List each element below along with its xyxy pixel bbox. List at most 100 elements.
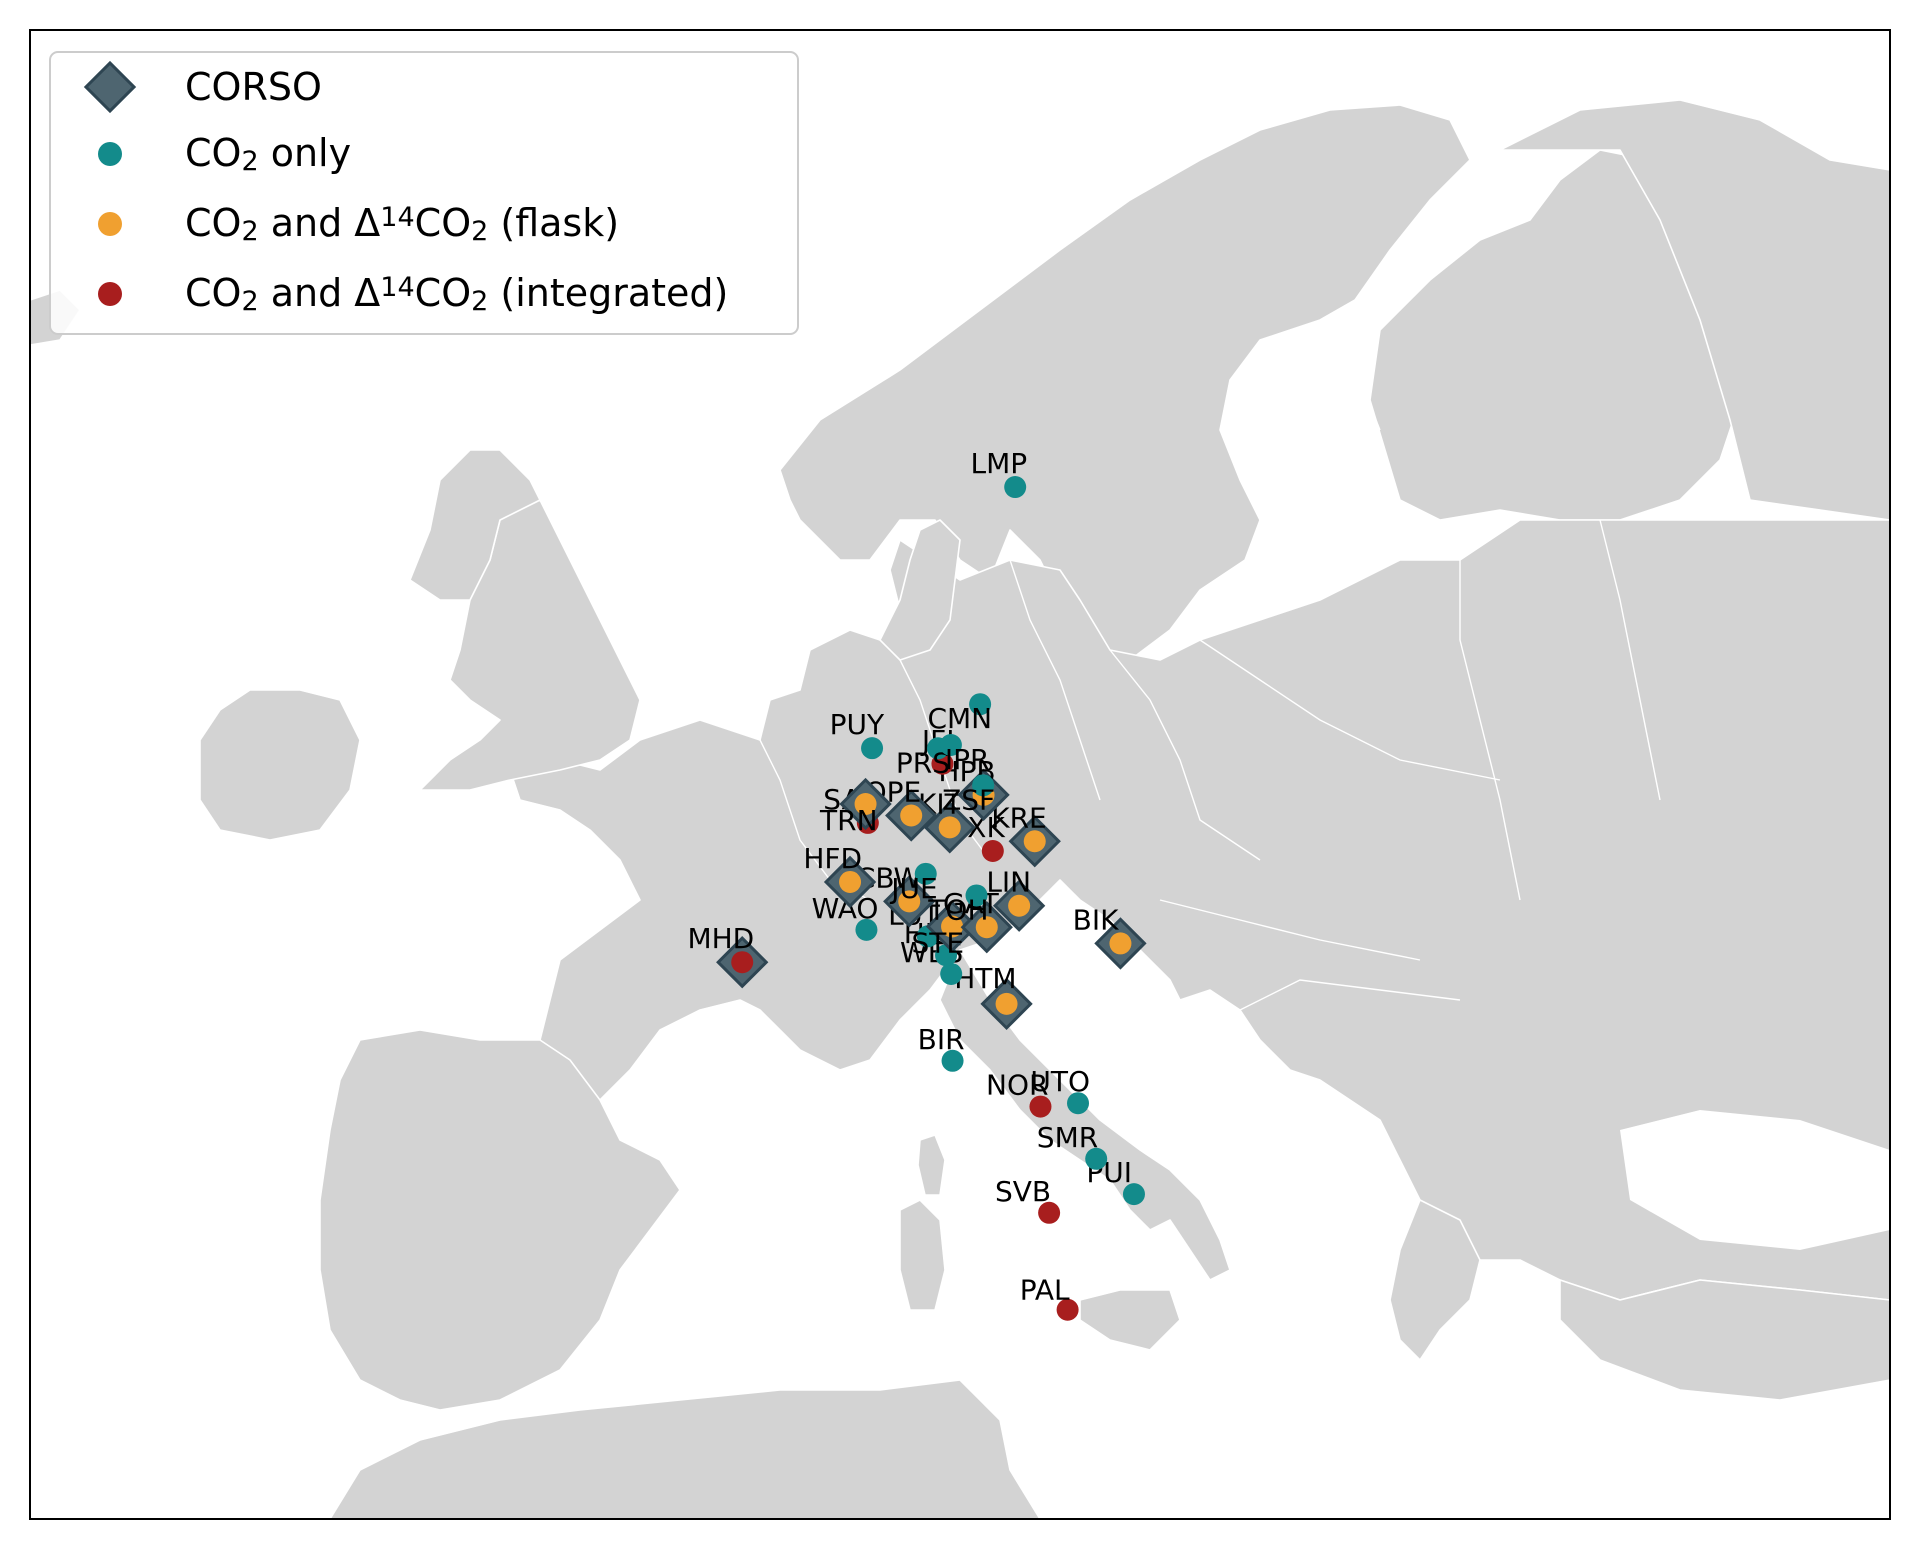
station-label: NOR — [986, 1069, 1048, 1102]
station-mhd: MHD — [687, 922, 769, 989]
legend-entry-corso: CORSO — [83, 60, 322, 114]
station-label: BIK — [1073, 903, 1119, 936]
station-label: JUE — [889, 872, 937, 905]
station-dot-marker — [965, 884, 988, 907]
station-dot-marker — [972, 774, 995, 797]
land-north-africa — [329, 1379, 1041, 1519]
station-dot-marker — [1038, 1201, 1061, 1224]
station-smr: SMR — [1037, 1121, 1108, 1170]
station-label: STE — [911, 926, 964, 959]
station-puy: PUY — [830, 708, 885, 760]
station-dot-marker — [914, 862, 937, 885]
station-dot-marker — [898, 890, 921, 913]
legend-label-integrated: CO2 and Δ14CO2 (integrated) — [185, 271, 728, 317]
station-hfd: HFD — [803, 842, 877, 909]
station-dot-marker — [839, 870, 862, 893]
land-denmark — [879, 519, 961, 661]
station-prs: PRS — [896, 737, 950, 779]
legend-box — [49, 51, 799, 335]
station-dot-marker — [995, 992, 1018, 1015]
legend: CORSO CO2 only CO2 and Δ14CO2 (flask) CO… — [49, 51, 799, 335]
station-dot-marker — [981, 840, 1004, 863]
legend-label-flask: CO2 and Δ14CO2 (flask) — [185, 201, 619, 247]
legend-teal-dot-icon — [98, 142, 122, 166]
stations-layer: PALSVBPUISMRNORUTOBIRHTMWESHELMHDLUTWAOS… — [687, 447, 1147, 1321]
legend-orange-dot-icon — [98, 212, 122, 236]
station-dot-marker — [1056, 1298, 1079, 1321]
station-label: UTO — [1030, 1065, 1090, 1098]
station-zsf: ZSF — [942, 774, 995, 816]
land-sicily — [1079, 1289, 1181, 1351]
station-label: LMP — [971, 447, 1028, 480]
station-pal: PAL — [1020, 1274, 1079, 1321]
land-italy — [939, 949, 1231, 1281]
station-bik: BIK — [1073, 903, 1147, 970]
black-sea — [1620, 1110, 1890, 1250]
station-lin: LIN — [986, 866, 1046, 932]
station-svb: SVB — [995, 1175, 1061, 1224]
station-dot-marker — [938, 816, 961, 839]
station-label: LIN — [986, 866, 1031, 899]
land-great-britain — [419, 499, 641, 791]
station-jue: JUE — [889, 862, 938, 905]
station-label: CMN — [927, 702, 992, 735]
station-dot-marker — [900, 804, 923, 827]
station-label: TRN — [819, 804, 878, 837]
station-dot-marker — [1067, 1092, 1090, 1115]
land-ireland — [199, 689, 361, 841]
station-kre: KRE — [991, 801, 1061, 868]
station-label: PUY — [830, 708, 885, 741]
station-dot-marker — [1122, 1183, 1145, 1206]
station-dot-marker — [1109, 932, 1132, 955]
station-nor: NOR — [986, 1069, 1052, 1118]
station-label: SVB — [995, 1175, 1051, 1208]
land-kola — [1499, 99, 1890, 521]
station-label: SMR — [1037, 1121, 1098, 1154]
land-iberia — [319, 1029, 681, 1411]
land-scotland — [409, 449, 541, 601]
station-label: HTM — [954, 962, 1016, 995]
station-label: MHD — [687, 922, 754, 955]
adriatic-sea — [1060, 1030, 1240, 1200]
station-htm: HTM — [954, 962, 1033, 1031]
station-label: IPR — [945, 743, 990, 776]
station-dot-marker — [855, 918, 878, 941]
station-dot-marker — [940, 962, 963, 985]
land-corsica — [917, 1134, 946, 1196]
station-dot-marker — [1008, 894, 1031, 917]
station-toh: TOH — [927, 884, 989, 926]
legend-label-corso: CORSO — [185, 65, 322, 109]
legend-diamond-icon — [83, 60, 137, 114]
station-label: PRS — [896, 746, 950, 779]
station-dot-marker — [861, 737, 884, 760]
station-ste: STE — [911, 900, 979, 959]
station-dot-marker — [1004, 476, 1027, 499]
station-dot-marker — [969, 693, 992, 716]
station-dot-marker — [731, 951, 754, 974]
land-layer — [30, 99, 1890, 1519]
land-anatolia — [1559, 1279, 1890, 1401]
station-dot-marker — [975, 916, 998, 939]
station-trn: TRN — [819, 777, 892, 837]
land-sardinia — [899, 1199, 946, 1311]
station-label: BIR — [918, 1023, 965, 1056]
station-dot-marker — [941, 915, 964, 938]
station-label: HFD — [803, 842, 862, 875]
legend-red-dot-icon — [98, 282, 122, 306]
station-dot-marker — [854, 792, 877, 815]
map-frame-border — [29, 29, 1891, 1520]
station-dot-marker — [941, 1049, 964, 1072]
station-dot-marker — [1023, 830, 1046, 853]
legend-entry-integrated: CO2 and Δ14CO2 (integrated) — [98, 271, 728, 317]
station-dot-marker — [939, 733, 962, 756]
station-lmp: LMP — [971, 447, 1028, 499]
station-uto: UTO — [1030, 1065, 1090, 1115]
station-label: TOH — [927, 893, 988, 926]
land-greece — [1389, 1199, 1481, 1361]
station-label: ZSF — [942, 783, 995, 816]
station-bir: BIR — [918, 1023, 965, 1072]
station-label: PAL — [1020, 1274, 1070, 1307]
station-label: KRE — [991, 801, 1047, 834]
legend-entry-co2-only: CO2 only — [98, 131, 351, 177]
